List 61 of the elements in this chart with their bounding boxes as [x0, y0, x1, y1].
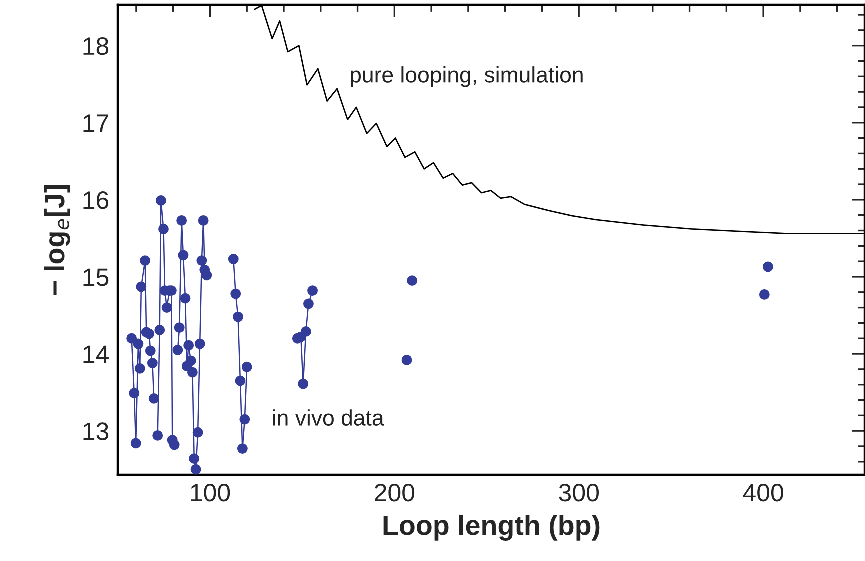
- point: [202, 270, 212, 281]
- point: [158, 224, 169, 234]
- point: [130, 438, 142, 449]
- y-tick-label: 13: [84, 422, 109, 440]
- x-tick-label: 300: [559, 484, 599, 502]
- point: [240, 414, 250, 425]
- x-tick-label: 200: [375, 484, 415, 502]
- point: [169, 440, 180, 450]
- point: [136, 282, 147, 292]
- point: [759, 289, 770, 300]
- point: [174, 322, 185, 334]
- point: [176, 216, 188, 226]
- point: [180, 293, 191, 304]
- point: [230, 288, 242, 300]
- point: [145, 346, 156, 356]
- point: [242, 362, 252, 372]
- point: [148, 394, 160, 404]
- y-tick-label: 18: [84, 37, 109, 56]
- point: [196, 256, 208, 266]
- point: [298, 378, 309, 390]
- point: [178, 250, 189, 261]
- point: [140, 256, 151, 266]
- point: [194, 338, 206, 350]
- point: [762, 262, 774, 272]
- point: [237, 444, 248, 454]
- point: [300, 326, 312, 337]
- point: [190, 464, 202, 475]
- point: [198, 216, 209, 226]
- y-tick-label: 14: [84, 346, 109, 364]
- x-tick-label: 100: [191, 484, 230, 502]
- point: [147, 358, 158, 368]
- y-axis-title: − log$_{e}$[J]: [44, 185, 70, 296]
- point: [228, 254, 239, 264]
- series-label: in vivo data: [273, 410, 384, 426]
- x-axis-title: Loop length (bp): [384, 514, 600, 541]
- x-tick-label: 400: [743, 484, 784, 502]
- point: [304, 298, 314, 310]
- point: [235, 376, 246, 386]
- point: [154, 324, 166, 336]
- point: [134, 363, 146, 374]
- point: [172, 344, 184, 356]
- y-tick-label: 16: [84, 192, 109, 210]
- point: [187, 367, 198, 378]
- point: [152, 430, 164, 441]
- point: [129, 388, 140, 399]
- point: [184, 340, 194, 351]
- point: [192, 427, 204, 438]
- point: [407, 276, 418, 286]
- point: [156, 195, 166, 206]
- point: [189, 454, 200, 464]
- series-label: pure looping, simulation: [351, 66, 583, 88]
- point: [133, 338, 144, 350]
- y-tick-label: 17: [84, 114, 108, 132]
- point: [126, 333, 138, 344]
- point: [186, 356, 196, 366]
- point: [144, 328, 155, 340]
- point: [233, 312, 244, 322]
- point: [402, 354, 412, 366]
- point: [162, 302, 172, 314]
- y-tick-label: 15: [84, 268, 109, 286]
- point: [308, 286, 318, 296]
